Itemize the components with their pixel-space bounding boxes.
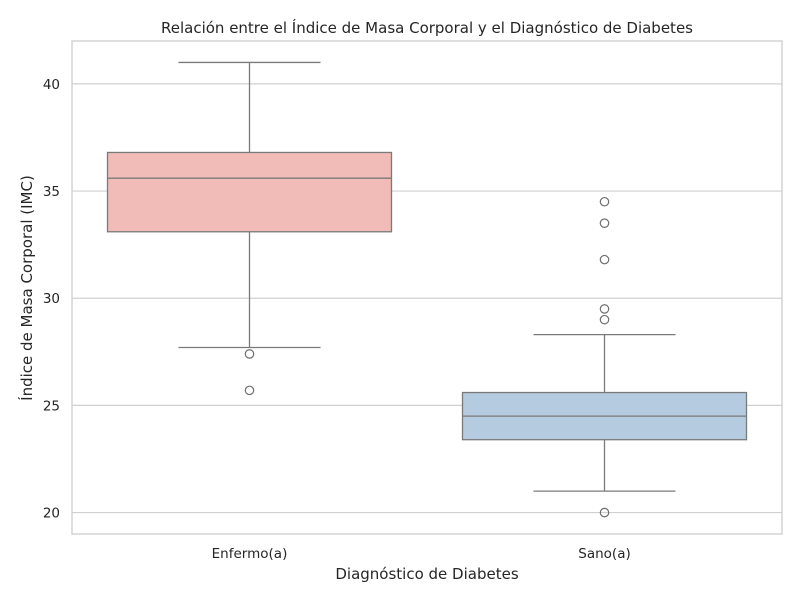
chart-title: Relación entre el Índice de Masa Corpora… [161, 18, 693, 37]
x-tick-label: Sano(a) [578, 546, 630, 562]
plot-frame [71, 40, 783, 535]
outlier-point [599, 314, 610, 325]
outlier-point [599, 218, 610, 228]
y-tick-label: 35 [43, 184, 60, 200]
y-axis-label: Índice de Masa Corporal (IMC) [17, 175, 36, 401]
y-tick-label: 20 [43, 506, 60, 522]
outlier-point [599, 304, 610, 314]
box [106, 151, 393, 233]
outlier-point [599, 507, 610, 518]
x-axis-label: Diagnóstico de Diabetes [335, 565, 518, 583]
outlier-point [244, 349, 255, 359]
y-tick-label: 30 [43, 291, 60, 307]
outlier-point [244, 385, 255, 396]
x-tick-label: Enfermo(a) [212, 546, 288, 562]
y-tick-label: 40 [43, 77, 60, 93]
y-tick-label: 25 [43, 398, 60, 414]
outlier-point [599, 254, 610, 265]
outlier-point [599, 196, 610, 207]
plot-area: 20 25 30 35 40 Enfermo(a) Sano(a) [43, 40, 783, 562]
